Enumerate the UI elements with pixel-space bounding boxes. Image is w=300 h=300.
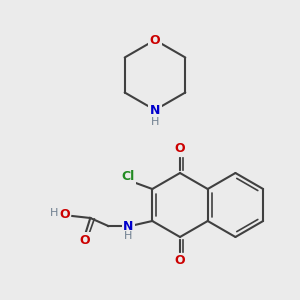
Text: Cl: Cl — [122, 170, 135, 184]
Text: O: O — [150, 34, 160, 46]
Text: H: H — [50, 208, 58, 218]
Text: O: O — [175, 142, 185, 155]
Text: N: N — [123, 220, 134, 232]
Text: H: H — [151, 117, 159, 127]
Text: N: N — [150, 103, 160, 116]
Text: O: O — [79, 233, 90, 247]
Text: O: O — [59, 208, 70, 221]
Text: O: O — [175, 254, 185, 268]
Text: H: H — [124, 231, 133, 241]
